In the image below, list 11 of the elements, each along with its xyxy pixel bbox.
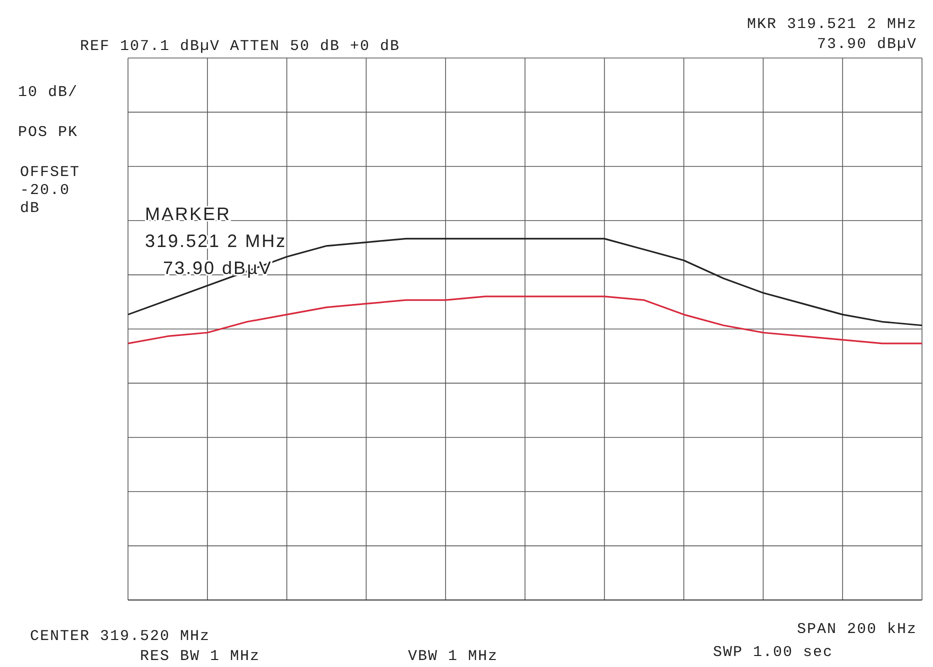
- text: CENTER 319.520 MHz: [30, 628, 210, 645]
- text: OFFSET -20.0 dB: [20, 164, 80, 217]
- text: REF 107.1 dBµV ATTEN 50 dB +0 dB: [80, 38, 400, 55]
- text: 73.90 dBµV: [816, 36, 917, 53]
- text: POS PK: [18, 124, 78, 141]
- text: SWP 1.00 sec: [713, 644, 834, 661]
- text: 10 dB/: [18, 84, 78, 101]
- text: RES BW 1 MHz: [140, 648, 260, 665]
- text: VBW 1 MHz: [408, 648, 498, 665]
- text: MKR 319.521 2 MHz: [746, 16, 917, 33]
- text: SPAN 200 kHz: [796, 621, 917, 638]
